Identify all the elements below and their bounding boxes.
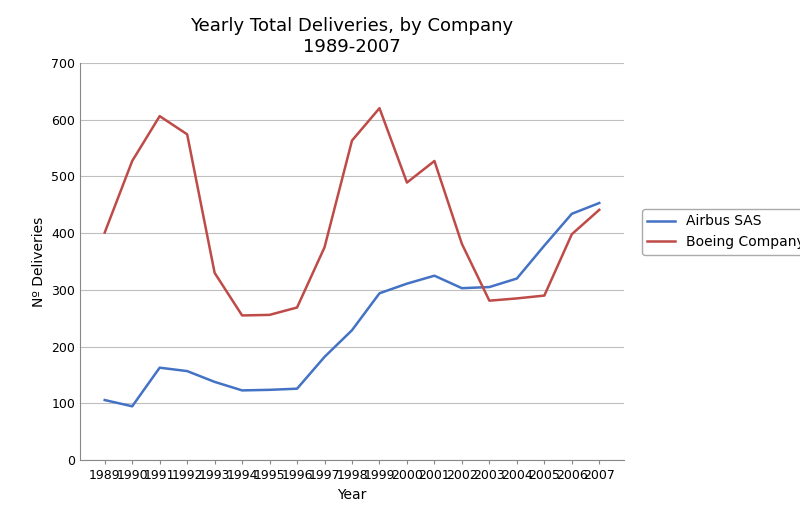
Airbus SAS — [485, 284, 494, 290]
Boeing Company — [567, 231, 577, 237]
Boeing Company — [320, 244, 330, 251]
Airbus SAS — [402, 280, 412, 287]
Airbus SAS — [238, 387, 247, 393]
Boeing Company — [210, 270, 219, 276]
Boeing Company — [100, 230, 110, 236]
Airbus SAS — [594, 200, 604, 206]
Airbus SAS — [182, 368, 192, 374]
Boeing Company — [402, 179, 412, 186]
Boeing Company — [374, 105, 384, 111]
Boeing Company — [238, 312, 247, 319]
Boeing Company — [539, 292, 549, 299]
Boeing Company — [594, 207, 604, 213]
Boeing Company — [155, 113, 165, 119]
Boeing Company — [265, 312, 274, 318]
Boeing Company — [485, 298, 494, 304]
Airbus SAS — [430, 272, 439, 279]
Boeing Company — [182, 131, 192, 138]
Legend: Airbus SAS, Boeing Company: Airbus SAS, Boeing Company — [642, 209, 800, 255]
Line: Airbus SAS: Airbus SAS — [105, 203, 599, 406]
Airbus SAS — [155, 365, 165, 371]
Airbus SAS — [374, 290, 384, 297]
Y-axis label: Nº Deliveries: Nº Deliveries — [31, 217, 46, 306]
Boeing Company — [430, 158, 439, 164]
X-axis label: Year: Year — [338, 488, 366, 502]
Airbus SAS — [265, 386, 274, 393]
Boeing Company — [292, 304, 302, 311]
Boeing Company — [512, 295, 522, 302]
Boeing Company — [127, 158, 137, 164]
Airbus SAS — [210, 379, 219, 385]
Airbus SAS — [292, 385, 302, 392]
Airbus SAS — [567, 211, 577, 217]
Airbus SAS — [100, 397, 110, 403]
Airbus SAS — [512, 276, 522, 282]
Airbus SAS — [347, 327, 357, 333]
Airbus SAS — [539, 243, 549, 249]
Boeing Company — [347, 138, 357, 144]
Airbus SAS — [320, 354, 330, 360]
Airbus SAS — [457, 285, 466, 291]
Title: Yearly Total Deliveries, by Company
1989-2007: Yearly Total Deliveries, by Company 1989… — [190, 17, 514, 55]
Boeing Company — [457, 241, 466, 247]
Line: Boeing Company: Boeing Company — [105, 108, 599, 315]
Airbus SAS — [127, 403, 137, 410]
